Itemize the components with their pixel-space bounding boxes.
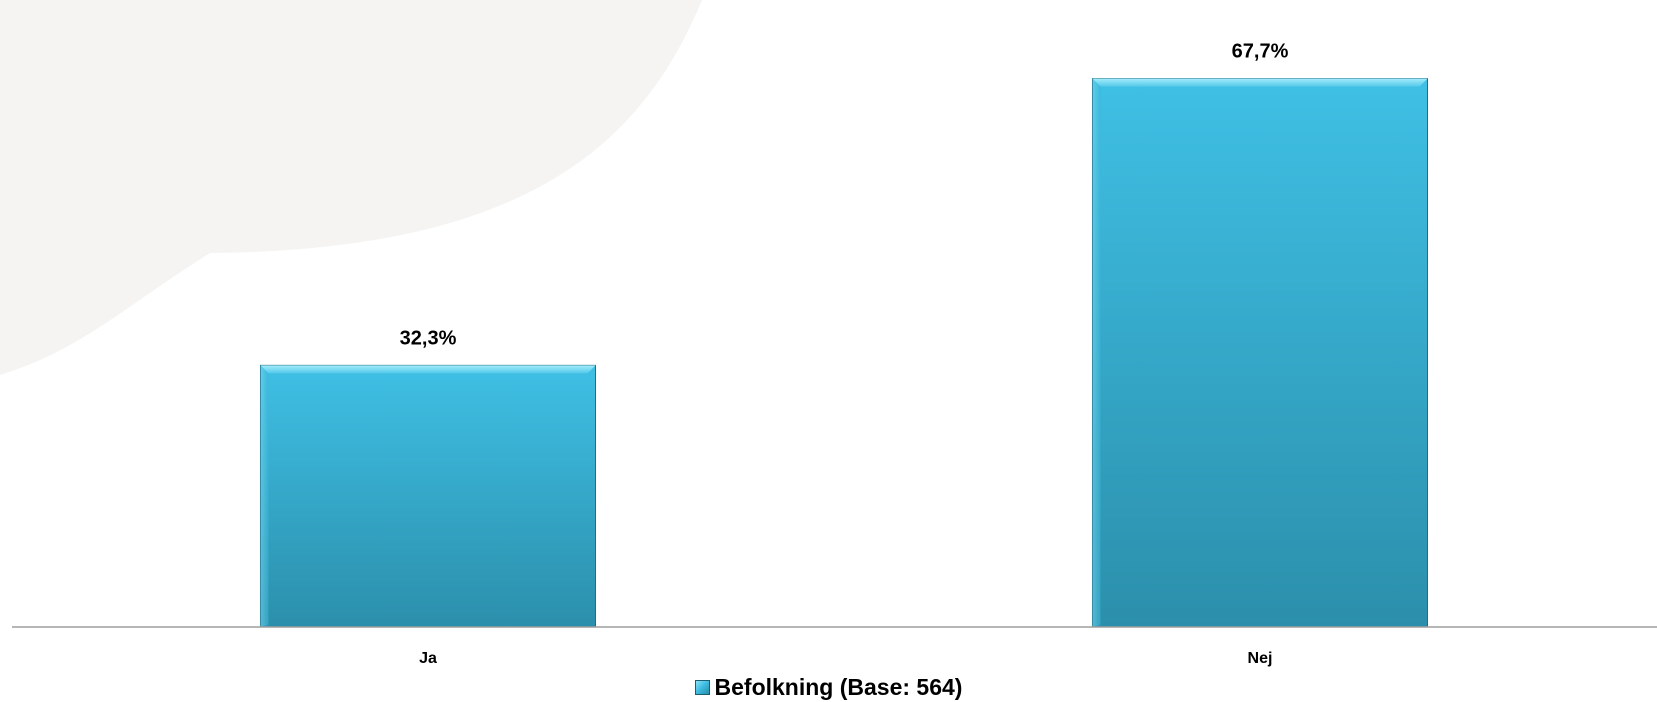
background-swoosh xyxy=(0,0,702,375)
data-label-ja: 32,3% xyxy=(400,327,457,349)
x-tick-label-nej: Nej xyxy=(1248,650,1273,667)
bar-nej xyxy=(1092,78,1428,628)
legend: Befolkning (Base: 564) xyxy=(0,674,1657,701)
legend-swatch xyxy=(694,680,710,695)
x-tick-label-ja: Ja xyxy=(419,650,437,667)
legend-label: Befolkning (Base: 564) xyxy=(714,674,963,700)
bar-ja xyxy=(260,364,596,628)
data-label-nej: 67,7% xyxy=(1232,41,1289,63)
